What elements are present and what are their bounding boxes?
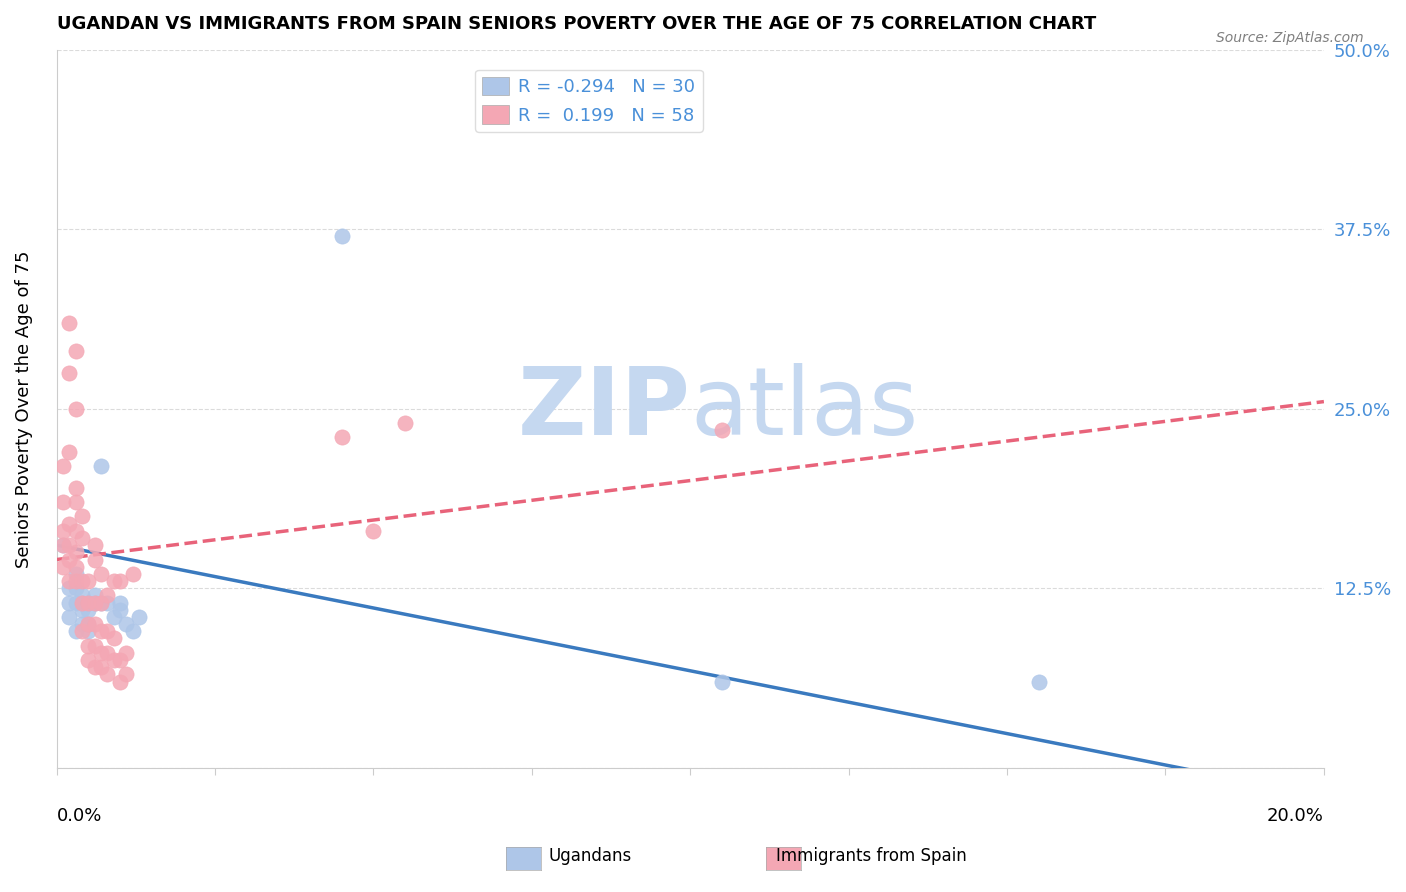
Point bbox=[83, 617, 105, 632]
Point bbox=[58, 552, 80, 566]
Point bbox=[90, 624, 112, 639]
Point bbox=[70, 531, 93, 545]
Point bbox=[65, 401, 87, 416]
Point bbox=[103, 610, 125, 624]
Point bbox=[108, 653, 131, 667]
Text: Source: ZipAtlas.com: Source: ZipAtlas.com bbox=[1216, 31, 1364, 45]
Point bbox=[108, 596, 131, 610]
Point bbox=[83, 660, 105, 674]
Point bbox=[65, 559, 87, 574]
Point bbox=[52, 538, 75, 552]
Point bbox=[108, 674, 131, 689]
Point bbox=[330, 229, 353, 244]
Point bbox=[58, 610, 80, 624]
Point bbox=[394, 416, 416, 430]
Point bbox=[65, 495, 87, 509]
Point bbox=[65, 344, 87, 359]
Point bbox=[70, 617, 93, 632]
Point bbox=[128, 610, 150, 624]
Legend: R = -0.294   N = 30, R =  0.199   N = 58: R = -0.294 N = 30, R = 0.199 N = 58 bbox=[475, 70, 703, 132]
Point bbox=[65, 481, 87, 495]
Point bbox=[710, 423, 733, 437]
Point bbox=[115, 667, 138, 681]
Point bbox=[58, 445, 80, 459]
Point bbox=[52, 524, 75, 538]
Point bbox=[83, 589, 105, 603]
Point bbox=[52, 495, 75, 509]
Point bbox=[121, 566, 143, 581]
Point bbox=[83, 639, 105, 653]
Point bbox=[70, 574, 93, 588]
Point bbox=[96, 646, 118, 660]
Point bbox=[121, 624, 143, 639]
Point bbox=[65, 624, 87, 639]
Point bbox=[70, 596, 93, 610]
Point bbox=[90, 646, 112, 660]
Point bbox=[90, 596, 112, 610]
Point bbox=[58, 581, 80, 595]
Point bbox=[103, 632, 125, 646]
Point bbox=[108, 574, 131, 588]
Point bbox=[70, 596, 93, 610]
Text: Immigrants from Spain: Immigrants from Spain bbox=[776, 847, 967, 865]
Point bbox=[330, 430, 353, 444]
Point bbox=[52, 538, 75, 552]
Point bbox=[90, 596, 112, 610]
Point bbox=[77, 624, 100, 639]
Point bbox=[77, 617, 100, 632]
Point bbox=[83, 538, 105, 552]
Point bbox=[363, 524, 385, 538]
Point bbox=[58, 596, 80, 610]
Point bbox=[90, 660, 112, 674]
Point bbox=[83, 596, 105, 610]
Point bbox=[77, 596, 100, 610]
Point bbox=[52, 559, 75, 574]
Point bbox=[115, 646, 138, 660]
Point bbox=[65, 574, 87, 588]
Point bbox=[65, 545, 87, 559]
Text: atlas: atlas bbox=[690, 363, 918, 455]
Point bbox=[77, 653, 100, 667]
Point bbox=[77, 596, 100, 610]
Point bbox=[90, 459, 112, 474]
Point bbox=[96, 624, 118, 639]
Point bbox=[65, 596, 87, 610]
Point bbox=[58, 366, 80, 380]
Text: 0.0%: 0.0% bbox=[56, 807, 103, 825]
Point bbox=[70, 509, 93, 524]
Point bbox=[52, 459, 75, 474]
Point bbox=[65, 566, 87, 581]
Point bbox=[96, 589, 118, 603]
Point bbox=[108, 603, 131, 617]
Point bbox=[90, 566, 112, 581]
Point bbox=[70, 589, 93, 603]
Y-axis label: Seniors Poverty Over the Age of 75: Seniors Poverty Over the Age of 75 bbox=[15, 250, 32, 567]
Point bbox=[710, 674, 733, 689]
Point bbox=[65, 524, 87, 538]
Point bbox=[103, 574, 125, 588]
Text: 20.0%: 20.0% bbox=[1267, 807, 1324, 825]
Point bbox=[58, 574, 80, 588]
Point bbox=[96, 667, 118, 681]
Point bbox=[83, 552, 105, 566]
Point bbox=[70, 624, 93, 639]
Point bbox=[103, 653, 125, 667]
Point bbox=[77, 639, 100, 653]
Point bbox=[77, 574, 100, 588]
Text: UGANDAN VS IMMIGRANTS FROM SPAIN SENIORS POVERTY OVER THE AGE OF 75 CORRELATION : UGANDAN VS IMMIGRANTS FROM SPAIN SENIORS… bbox=[56, 15, 1095, 33]
Point bbox=[115, 617, 138, 632]
Point bbox=[96, 596, 118, 610]
Point bbox=[58, 316, 80, 330]
Text: Ugandans: Ugandans bbox=[548, 847, 633, 865]
Point bbox=[58, 538, 80, 552]
Point bbox=[1028, 674, 1050, 689]
Point bbox=[70, 603, 93, 617]
Point bbox=[77, 603, 100, 617]
Text: ZIP: ZIP bbox=[517, 363, 690, 455]
Point bbox=[77, 617, 100, 632]
Point bbox=[83, 596, 105, 610]
Point bbox=[65, 581, 87, 595]
Point bbox=[58, 516, 80, 531]
